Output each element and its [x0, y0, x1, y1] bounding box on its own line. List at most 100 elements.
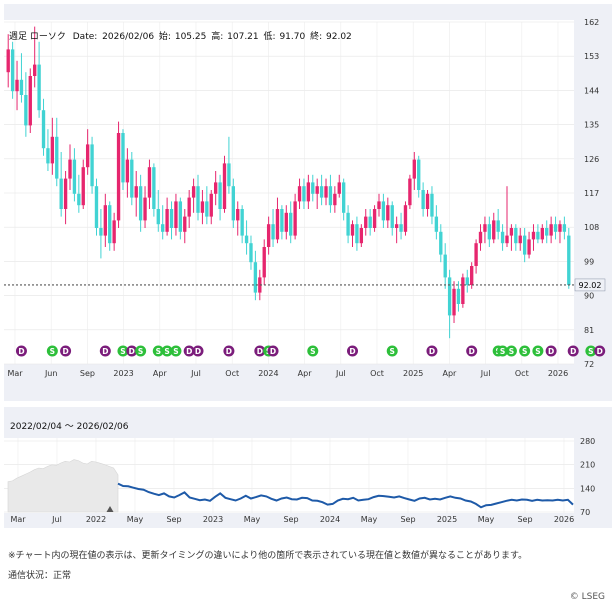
candle-body — [421, 190, 425, 209]
candle-body — [443, 254, 447, 278]
dividend-marker[interactable]: D — [60, 345, 72, 357]
candle-body — [359, 228, 364, 244]
candle-body — [461, 277, 465, 304]
candle-body — [324, 186, 328, 198]
split-marker[interactable]: S — [307, 345, 319, 357]
split-marker[interactable]: S — [386, 345, 398, 357]
candle-body — [103, 205, 107, 236]
split-marker[interactable]: S — [497, 345, 509, 357]
event-marker-label: S — [390, 347, 395, 356]
candle-body — [483, 224, 487, 232]
event-marker-label: D — [102, 347, 108, 356]
date-label: Date: — [73, 32, 98, 42]
dividend-marker[interactable]: D — [267, 345, 279, 357]
split-marker[interactable]: S — [161, 345, 173, 357]
event-marker-label: S — [173, 347, 178, 356]
split-marker[interactable]: S — [170, 345, 182, 357]
event-marker-circle — [466, 345, 478, 357]
event-marker-label: D — [429, 347, 435, 356]
range-start-marker[interactable] — [106, 506, 114, 512]
candle-body — [355, 224, 359, 244]
main-x-tick-label: Oct — [515, 369, 529, 378]
candle-body — [200, 201, 205, 213]
dividend-marker[interactable]: D — [126, 345, 138, 357]
event-marker-circle — [585, 345, 597, 357]
split-marker[interactable]: S — [135, 345, 147, 357]
close-value: 92.02 — [326, 32, 352, 42]
footer-note: ※チャート内の現在値の表示は、更新タイミングの違いにより他の箇所で表示されている… — [8, 551, 528, 561]
event-marker-circle — [505, 345, 517, 357]
main-y-tick-label: 108 — [584, 223, 599, 232]
event-marker-circle — [426, 345, 438, 357]
main-y-tick-label: 153 — [584, 52, 599, 61]
overview-history-area — [7, 459, 119, 513]
split-marker[interactable]: S — [519, 345, 531, 357]
main-y-axis: 162 153 144 135 126 117 108 99 90 81 72 — [584, 18, 599, 369]
dividend-marker[interactable]: D — [15, 345, 27, 357]
overview-x-tick-label: Jul — [51, 515, 62, 524]
event-marker-label: D — [195, 347, 201, 356]
split-marker[interactable]: S — [117, 345, 129, 357]
high-value: 107.21 — [227, 32, 259, 42]
split-marker[interactable]: S — [505, 345, 517, 357]
dividend-marker[interactable]: D — [99, 345, 111, 357]
close-label: 終: — [310, 30, 322, 42]
overview-y-tick-label: 70 — [580, 508, 590, 517]
dividend-marker[interactable]: D — [426, 345, 438, 357]
dividend-marker[interactable]: D — [254, 345, 266, 357]
split-marker[interactable]: S — [46, 345, 58, 357]
main-x-tick-label: 2026 — [548, 369, 568, 378]
event-marker-circle — [117, 345, 129, 357]
candle-body — [478, 231, 483, 244]
low-value: 91.70 — [279, 32, 305, 42]
candle-body — [253, 262, 258, 293]
candle-body — [183, 216, 187, 232]
event-marker-circle — [46, 345, 58, 357]
candle-body — [408, 178, 412, 206]
candle-body — [130, 159, 134, 198]
candle-body — [275, 209, 280, 240]
event-marker-circle — [161, 345, 173, 357]
overview-x-tick-label: May — [127, 515, 144, 524]
candle-body — [514, 228, 518, 244]
split-marker[interactable]: S — [532, 345, 544, 357]
candle-body — [412, 159, 416, 179]
dividend-marker[interactable]: D — [545, 345, 557, 357]
dividend-marker[interactable]: D — [192, 345, 204, 357]
event-marker-circle — [223, 345, 235, 357]
candle-body — [456, 288, 461, 304]
candle-body — [549, 224, 553, 236]
candle-body — [108, 205, 112, 244]
overview-x-tick-label: 2026 — [554, 515, 574, 524]
main-y-tick-label: 99 — [584, 257, 594, 266]
candle-body — [280, 209, 284, 232]
open-value: 105.25 — [175, 32, 207, 42]
candle-body — [558, 224, 562, 232]
candle-body — [244, 235, 249, 244]
candle-body — [99, 228, 103, 236]
split-marker[interactable]: S — [152, 345, 164, 357]
main-y-tick-label: 90 — [584, 292, 594, 301]
dividend-marker[interactable]: D — [466, 345, 478, 357]
dividend-marker[interactable]: D — [594, 345, 606, 357]
dividend-marker[interactable]: D — [567, 345, 579, 357]
event-marker-label: S — [500, 347, 505, 356]
event-marker-circle — [135, 345, 147, 357]
candle-body — [562, 224, 567, 232]
overview-x-tick-label: Sep — [400, 515, 415, 524]
event-marker-circle — [152, 345, 164, 357]
event-marker-label: D — [548, 347, 554, 356]
dividend-marker[interactable]: D — [223, 345, 235, 357]
overview-x-tick-label: Sep — [283, 515, 298, 524]
dividend-marker[interactable]: D — [183, 345, 195, 357]
candle-body — [165, 209, 169, 232]
candle-body — [236, 209, 240, 221]
dividend-marker[interactable]: D — [347, 345, 359, 357]
candle-body — [231, 186, 236, 221]
overview-x-tick-label: 2024 — [320, 515, 340, 524]
candle-body — [227, 163, 231, 187]
split-marker[interactable]: S — [585, 345, 597, 357]
overview-x-tick-label: Sep — [517, 515, 532, 524]
event-marker-circle — [347, 345, 359, 357]
